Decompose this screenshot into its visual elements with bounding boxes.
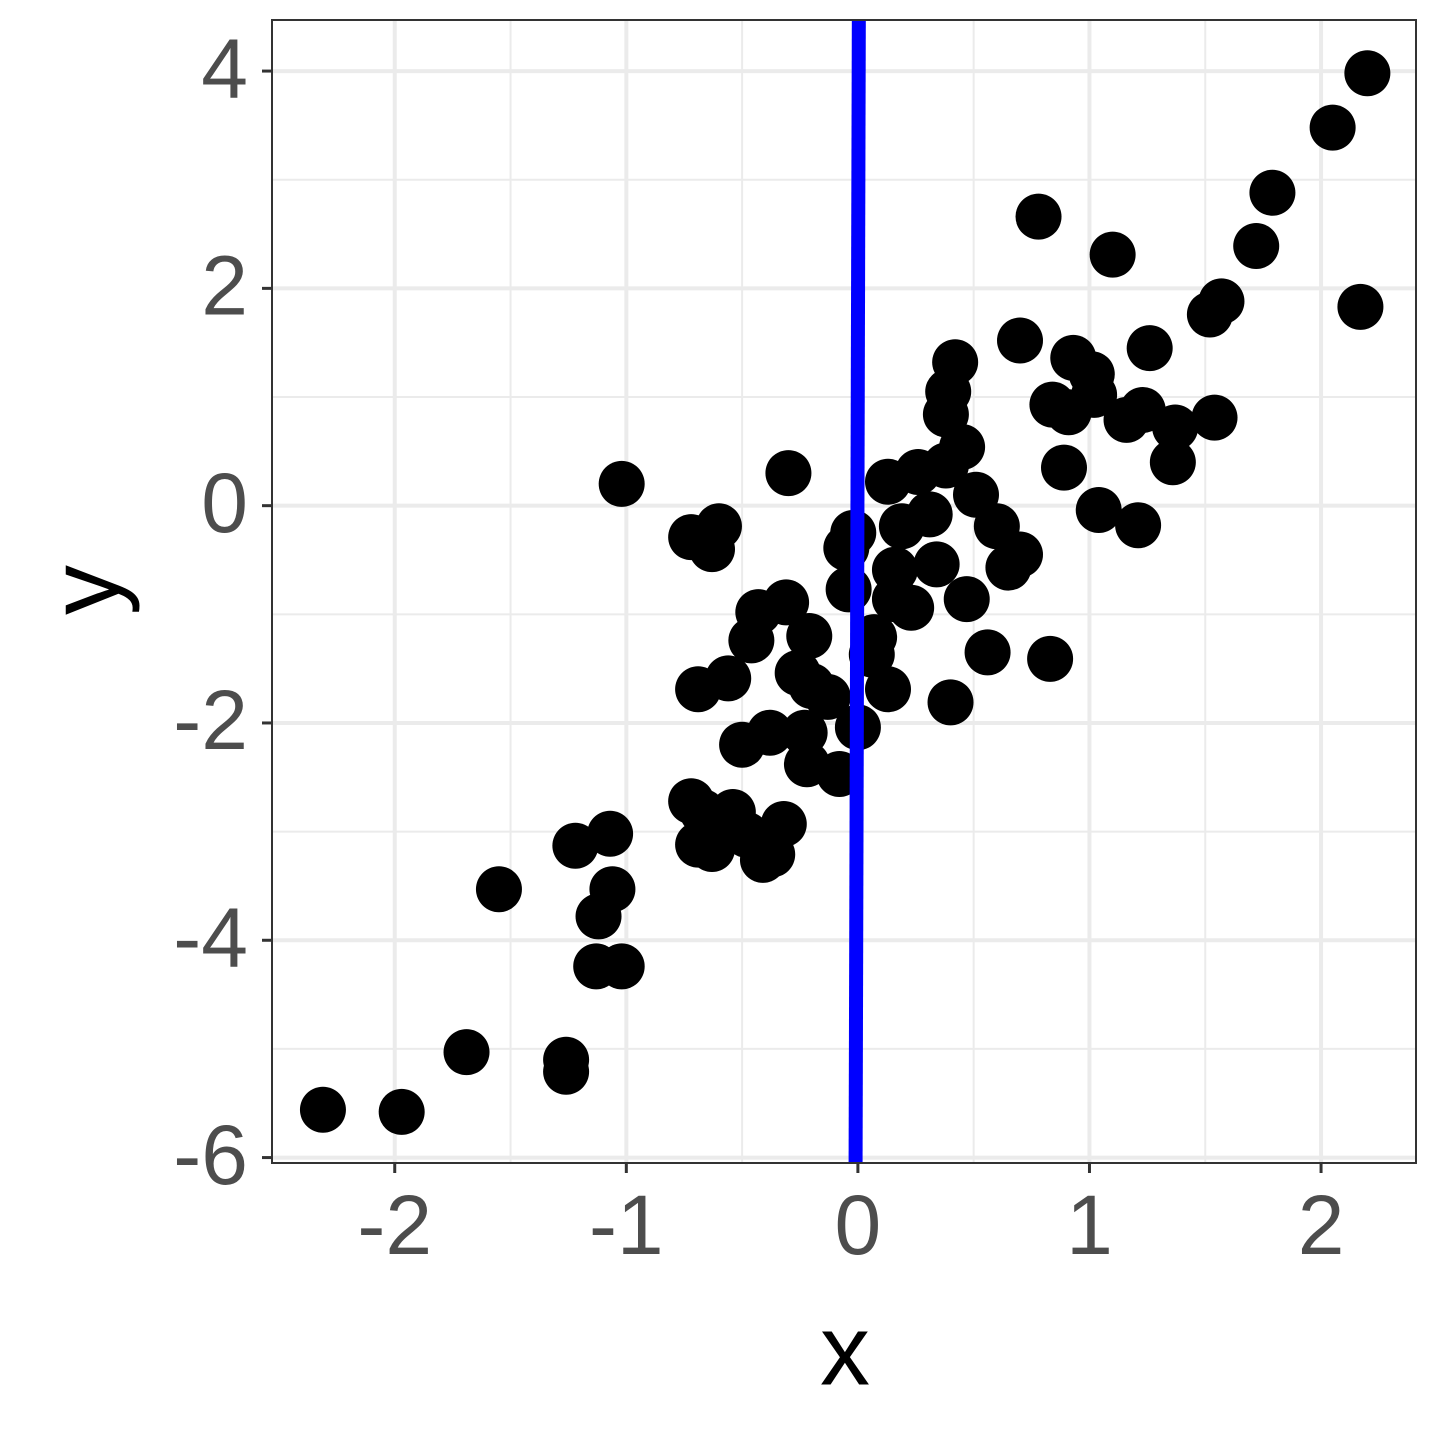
point <box>299 1086 346 1133</box>
point <box>927 679 974 726</box>
point <box>1198 278 1245 325</box>
point <box>760 801 807 848</box>
point <box>1149 439 1196 486</box>
point <box>1015 193 1062 240</box>
point <box>939 423 986 470</box>
point <box>705 655 752 702</box>
point <box>746 709 793 756</box>
point <box>1309 104 1356 151</box>
point <box>552 822 599 869</box>
point <box>543 1048 590 1095</box>
point <box>786 613 833 660</box>
point <box>1075 487 1122 534</box>
point <box>1191 394 1238 441</box>
point <box>943 576 990 623</box>
point <box>587 810 634 857</box>
line <box>848 19 866 1164</box>
point <box>997 317 1043 364</box>
point <box>598 943 645 990</box>
point <box>913 541 960 588</box>
point <box>1027 635 1074 682</box>
point <box>1233 222 1280 269</box>
y-tick-label: -6 <box>173 1108 248 1202</box>
x-tick-label: -2 <box>357 1178 432 1272</box>
point <box>598 460 645 507</box>
point <box>765 450 812 497</box>
point <box>689 826 735 873</box>
point <box>1249 169 1296 216</box>
point <box>1071 371 1118 418</box>
point <box>728 617 775 664</box>
y-tick-label: 0 <box>201 456 248 550</box>
point <box>695 503 742 550</box>
point <box>964 629 1011 676</box>
x-tick-label: 1 <box>1066 1178 1113 1272</box>
point <box>1089 231 1136 278</box>
point <box>825 566 872 613</box>
point <box>985 544 1032 591</box>
x-tick-label: -1 <box>589 1178 664 1272</box>
x-tick-label: 0 <box>835 1178 882 1272</box>
point <box>763 579 810 626</box>
point <box>475 866 522 913</box>
point <box>804 673 851 720</box>
point <box>1344 50 1391 97</box>
point <box>1337 283 1384 330</box>
point <box>906 491 953 538</box>
point <box>1152 404 1199 451</box>
point <box>865 666 911 713</box>
y-tick-label: -2 <box>173 673 248 767</box>
y-tick-label: 4 <box>201 21 248 115</box>
x-tick-label: 2 <box>1298 1178 1345 1272</box>
point <box>1126 325 1173 372</box>
y-tick-label: -4 <box>173 890 248 984</box>
y-tick-label: 2 <box>201 239 248 333</box>
point <box>443 1029 490 1076</box>
point <box>871 576 918 623</box>
point <box>1041 444 1087 491</box>
x-axis-title: x <box>820 1294 870 1406</box>
point <box>378 1088 425 1135</box>
point <box>1115 502 1162 549</box>
point <box>589 866 636 913</box>
panel-border <box>271 19 1417 1164</box>
y-axis-title: y <box>28 565 140 615</box>
